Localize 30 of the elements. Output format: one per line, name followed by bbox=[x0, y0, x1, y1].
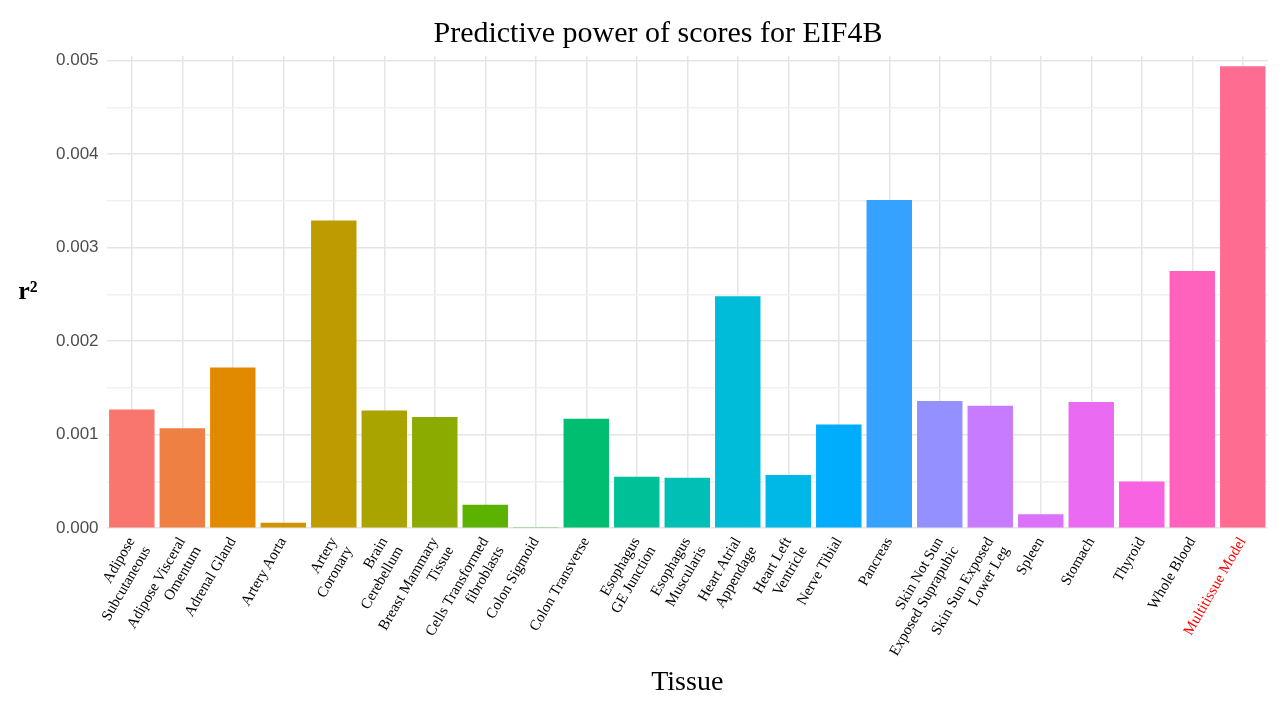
bar bbox=[462, 504, 508, 528]
y-axis-title: r² bbox=[18, 275, 38, 305]
y-tick-label: 0.001 bbox=[55, 424, 99, 444]
bar bbox=[715, 296, 761, 528]
y-tick-label: 0.002 bbox=[55, 330, 99, 350]
bar bbox=[664, 477, 710, 528]
bar bbox=[1220, 66, 1266, 528]
bar bbox=[210, 367, 256, 528]
bar bbox=[563, 418, 609, 528]
bar bbox=[816, 424, 862, 528]
bar bbox=[1018, 514, 1064, 528]
y-tick-label: 0.004 bbox=[55, 143, 99, 163]
x-axis-title: Tissue bbox=[651, 664, 724, 696]
bar bbox=[159, 428, 206, 528]
bar bbox=[967, 405, 1013, 528]
y-tick-label: 0.005 bbox=[55, 50, 99, 70]
bar bbox=[412, 416, 458, 528]
y-tick-label: 0.003 bbox=[55, 237, 99, 257]
bar bbox=[866, 200, 912, 528]
bar bbox=[361, 410, 408, 528]
bar bbox=[1068, 402, 1114, 528]
bar bbox=[109, 409, 155, 528]
bar bbox=[311, 220, 357, 528]
bar bbox=[1119, 481, 1165, 528]
bar bbox=[917, 401, 963, 528]
bar bbox=[765, 474, 811, 528]
chart-title: Predictive power of scores for EIF4B bbox=[433, 14, 883, 48]
y-tick-label: 0.000 bbox=[55, 517, 99, 537]
bar bbox=[1169, 271, 1215, 528]
bar bbox=[614, 476, 660, 528]
